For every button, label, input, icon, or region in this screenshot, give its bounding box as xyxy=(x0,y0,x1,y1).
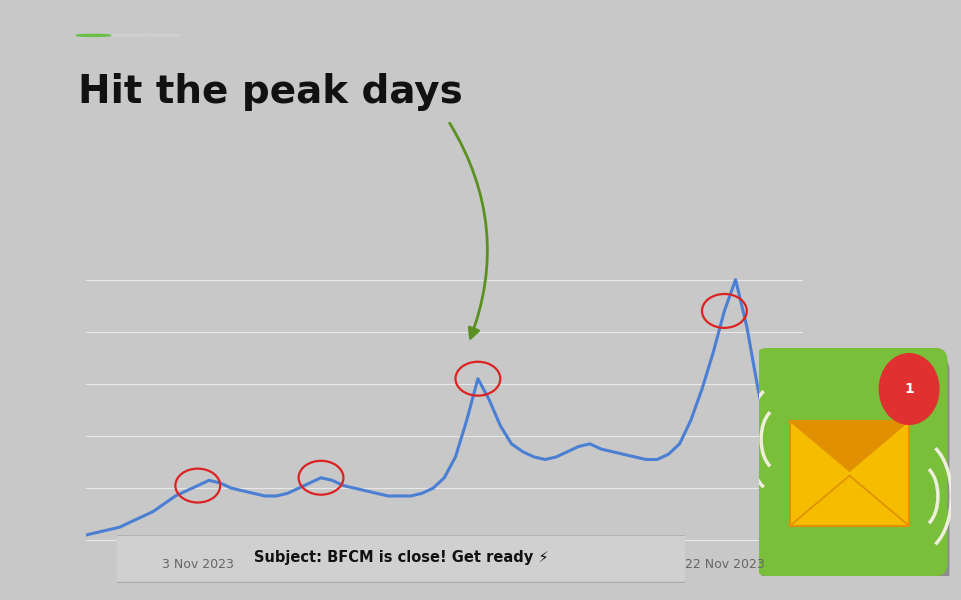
Text: 3 Nov 2023: 3 Nov 2023 xyxy=(161,557,234,571)
Text: Hit the peak days: Hit the peak days xyxy=(78,73,462,111)
Text: 22 Nov 2023: 22 Nov 2023 xyxy=(684,557,764,571)
Circle shape xyxy=(879,354,939,424)
FancyBboxPatch shape xyxy=(761,357,949,585)
Text: Subject: BFCM is close! Get ready ⚡: Subject: BFCM is close! Get ready ⚡ xyxy=(254,550,548,565)
Circle shape xyxy=(147,34,182,37)
FancyBboxPatch shape xyxy=(94,535,707,583)
Polygon shape xyxy=(790,421,909,526)
Polygon shape xyxy=(790,421,909,471)
Circle shape xyxy=(111,34,146,37)
Text: 1: 1 xyxy=(904,382,914,396)
Circle shape xyxy=(76,34,111,37)
FancyBboxPatch shape xyxy=(755,348,948,576)
